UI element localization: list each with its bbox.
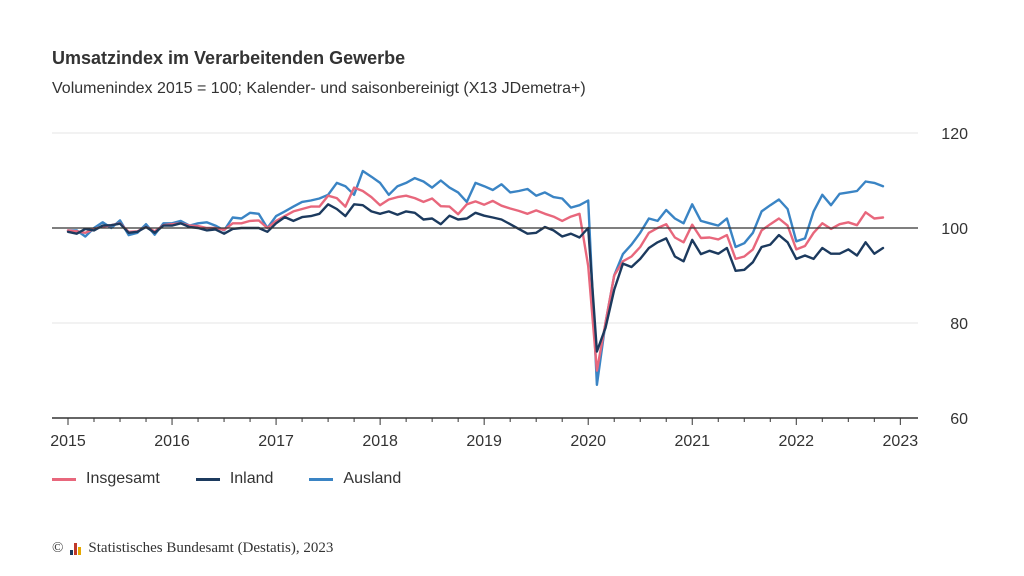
chart-subtitle: Volumenindex 2015 = 100; Kalender- und s… [52, 80, 586, 97]
y-tick-label-120: 120 [941, 126, 968, 143]
y-tick-label-100: 100 [941, 221, 968, 238]
legend-label-ausland: Ausland [343, 470, 402, 487]
x-tick-label-2022: 2022 [778, 433, 814, 450]
legend-label-insgesamt: Insgesamt [86, 470, 160, 487]
series-line-ausland [66, 169, 885, 386]
series-line-insgesamt [66, 186, 885, 372]
series-line-inland [66, 203, 885, 353]
legend-item-ausland: Ausland [309, 470, 401, 488]
source-text: Statistisches Bundesamt (Destatis), 2023 [88, 540, 334, 556]
y-tick-label-80: 80 [950, 316, 968, 333]
legend-item-insgesamt: Insgesamt [52, 470, 160, 488]
x-tick-label-2020: 2020 [570, 433, 606, 450]
source-footer: © Statistisches Bundesamt (Destatis), 20… [52, 540, 333, 557]
legend: Insgesamt Inland Ausland [52, 470, 401, 488]
x-tick-label-2018: 2018 [362, 433, 398, 450]
chart-title: Umsatzindex im Verarbeitenden Gewerbe [52, 48, 406, 68]
legend-swatch-ausland [309, 477, 334, 481]
x-tick-label-2019: 2019 [466, 433, 502, 450]
x-tick-label-2017: 2017 [258, 433, 294, 450]
x-tick-label-2021: 2021 [674, 433, 710, 450]
copyright-symbol: © [52, 540, 64, 556]
legend-item-inland: Inland [195, 470, 274, 488]
x-tick-label-2016: 2016 [154, 433, 190, 450]
y-tick-label-60: 60 [950, 411, 968, 428]
x-tick-label-2015: 2015 [50, 433, 86, 450]
legend-label-inland: Inland [229, 470, 274, 487]
legend-swatch-insgesamt [52, 477, 76, 481]
destatis-logo-icon [70, 542, 82, 555]
x-tick-label-2023: 2023 [883, 433, 919, 450]
legend-swatch-inland [195, 477, 220, 481]
